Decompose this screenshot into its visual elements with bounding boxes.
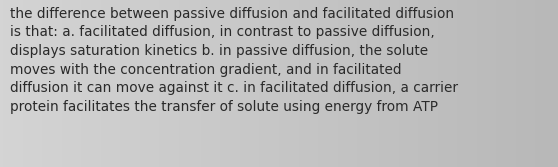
- Text: the difference between passive diffusion and facilitated diffusion
is that: a. f: the difference between passive diffusion…: [10, 7, 458, 114]
